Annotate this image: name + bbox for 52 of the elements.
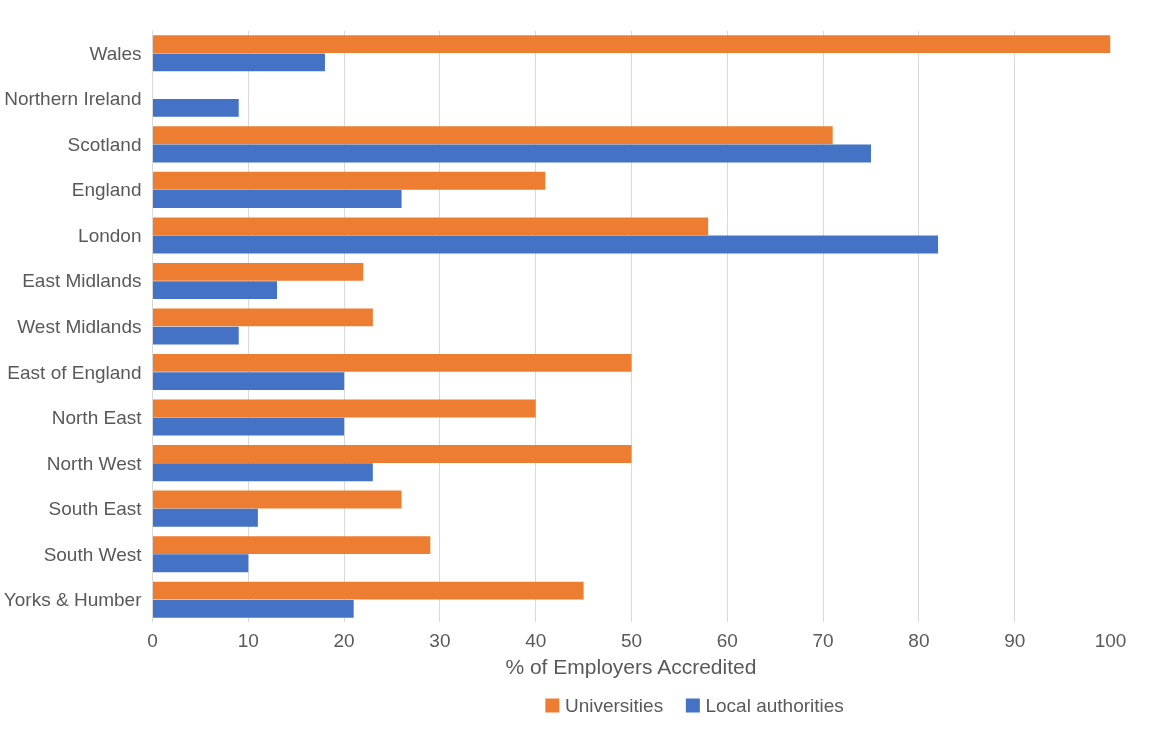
bar <box>152 599 354 618</box>
bar <box>152 326 239 345</box>
y-tick-label: Northern Ireland <box>4 88 142 110</box>
bar <box>152 536 431 555</box>
x-tick-label: 80 <box>908 629 930 651</box>
x-tick-label: 30 <box>429 629 451 651</box>
bar <box>152 490 402 509</box>
bar <box>152 554 249 573</box>
bar <box>152 308 373 327</box>
x-tick-label: 20 <box>333 629 355 651</box>
bar <box>152 354 632 372</box>
y-tick-label: South West <box>43 543 143 565</box>
bar <box>152 281 278 299</box>
legend-label: Universities <box>564 695 664 716</box>
y-tick-label: Scotland <box>67 133 142 155</box>
y-tick-label: North East <box>51 407 143 429</box>
x-tick-label: 50 <box>620 629 643 651</box>
legend-label: Local authorities <box>705 695 844 716</box>
y-tick-label: North West <box>46 452 143 474</box>
bar <box>152 262 364 281</box>
y-tick-label: East Midlands <box>22 270 142 292</box>
y-tick-label: West Midlands <box>17 316 142 337</box>
bar <box>152 417 345 436</box>
x-axis-title: % of Employers Accredited <box>505 654 757 678</box>
bar <box>152 190 402 208</box>
bar <box>152 217 709 236</box>
x-tick-label: 100 <box>1094 629 1127 651</box>
bar <box>152 445 632 463</box>
y-tick-label: London <box>78 224 142 246</box>
x-tick-label: 90 <box>1004 629 1026 651</box>
bar <box>152 581 584 600</box>
bar <box>152 399 536 418</box>
bar <box>152 508 258 527</box>
y-tick-label: East of England <box>7 361 142 383</box>
bar <box>152 372 345 391</box>
x-tick-label: 70 <box>812 629 834 651</box>
bar <box>152 235 939 254</box>
bar <box>152 463 373 482</box>
bar <box>152 171 546 190</box>
bar <box>152 53 325 72</box>
bar <box>152 98 239 117</box>
x-tick-label: 40 <box>525 629 547 651</box>
y-tick-label: Wales <box>89 42 142 64</box>
y-tick-label: South East <box>48 498 143 520</box>
x-tick-label: 10 <box>237 629 259 651</box>
bar <box>152 144 871 163</box>
bar <box>152 35 1111 54</box>
y-tick-label: England <box>71 179 142 201</box>
x-tick-label: 60 <box>716 629 738 651</box>
bar <box>152 126 833 145</box>
y-tick-label: Yorks & Humber <box>3 589 143 611</box>
x-tick-label: 0 <box>147 629 158 651</box>
